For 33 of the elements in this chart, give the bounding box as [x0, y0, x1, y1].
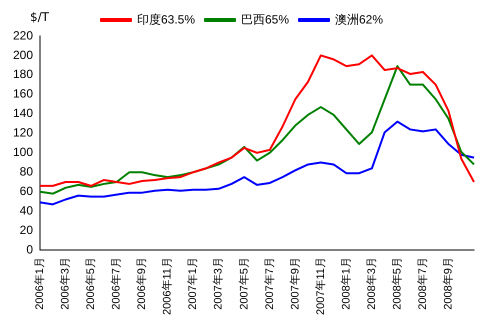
x-tick-label: 2008年3月: [366, 257, 378, 310]
y-tick-label: 180: [12, 67, 34, 82]
x-tick-label: 2007年5月: [238, 257, 250, 310]
y-tick-label: 220: [12, 28, 34, 42]
y-tick-label: 60: [20, 184, 34, 198]
x-tick-label: 2007年11月: [314, 257, 327, 315]
x-tick-label: 2008年7月: [416, 257, 429, 310]
y-tick-label: 20: [20, 222, 34, 237]
x-tick-label: 2007年3月: [212, 257, 225, 310]
y-tick-label: 100: [12, 145, 34, 160]
legend-label: 印度63.5%: [136, 12, 196, 26]
x-tick-label: 2007年1月: [187, 257, 200, 310]
x-tick-label: 2006年1月: [34, 257, 46, 310]
x-tick-label: 2007年9月: [289, 257, 302, 310]
x-tick-label: 2008年1月: [340, 257, 352, 310]
y-tick-label: 120: [12, 126, 34, 140]
x-tick-label: 2008年5月: [391, 257, 404, 310]
y-tick-label: 80: [20, 164, 34, 179]
y-tick-label: 200: [12, 48, 34, 62]
y-tick-label: 140: [12, 106, 34, 120]
x-tick-label: 2007年7月: [264, 257, 276, 310]
x-tick-label: 2008年9月: [442, 257, 455, 310]
x-tick-label: 2006年11月: [162, 257, 174, 315]
legend-label: 澳洲62%: [335, 12, 384, 26]
y-tick-label: 40: [20, 203, 34, 218]
y-tick-label: 0: [26, 242, 34, 256]
y-axis-title: $/T: [30, 10, 50, 24]
y-tick-label: 160: [12, 86, 34, 101]
x-tick-label: 2006年3月: [60, 257, 72, 310]
x-tick-label: 2006年5月: [85, 257, 98, 310]
x-tick-label: 2006年7月: [110, 257, 123, 310]
legend-label: 巴西65%: [240, 12, 290, 26]
x-tick-label: 2006年9月: [136, 257, 148, 310]
